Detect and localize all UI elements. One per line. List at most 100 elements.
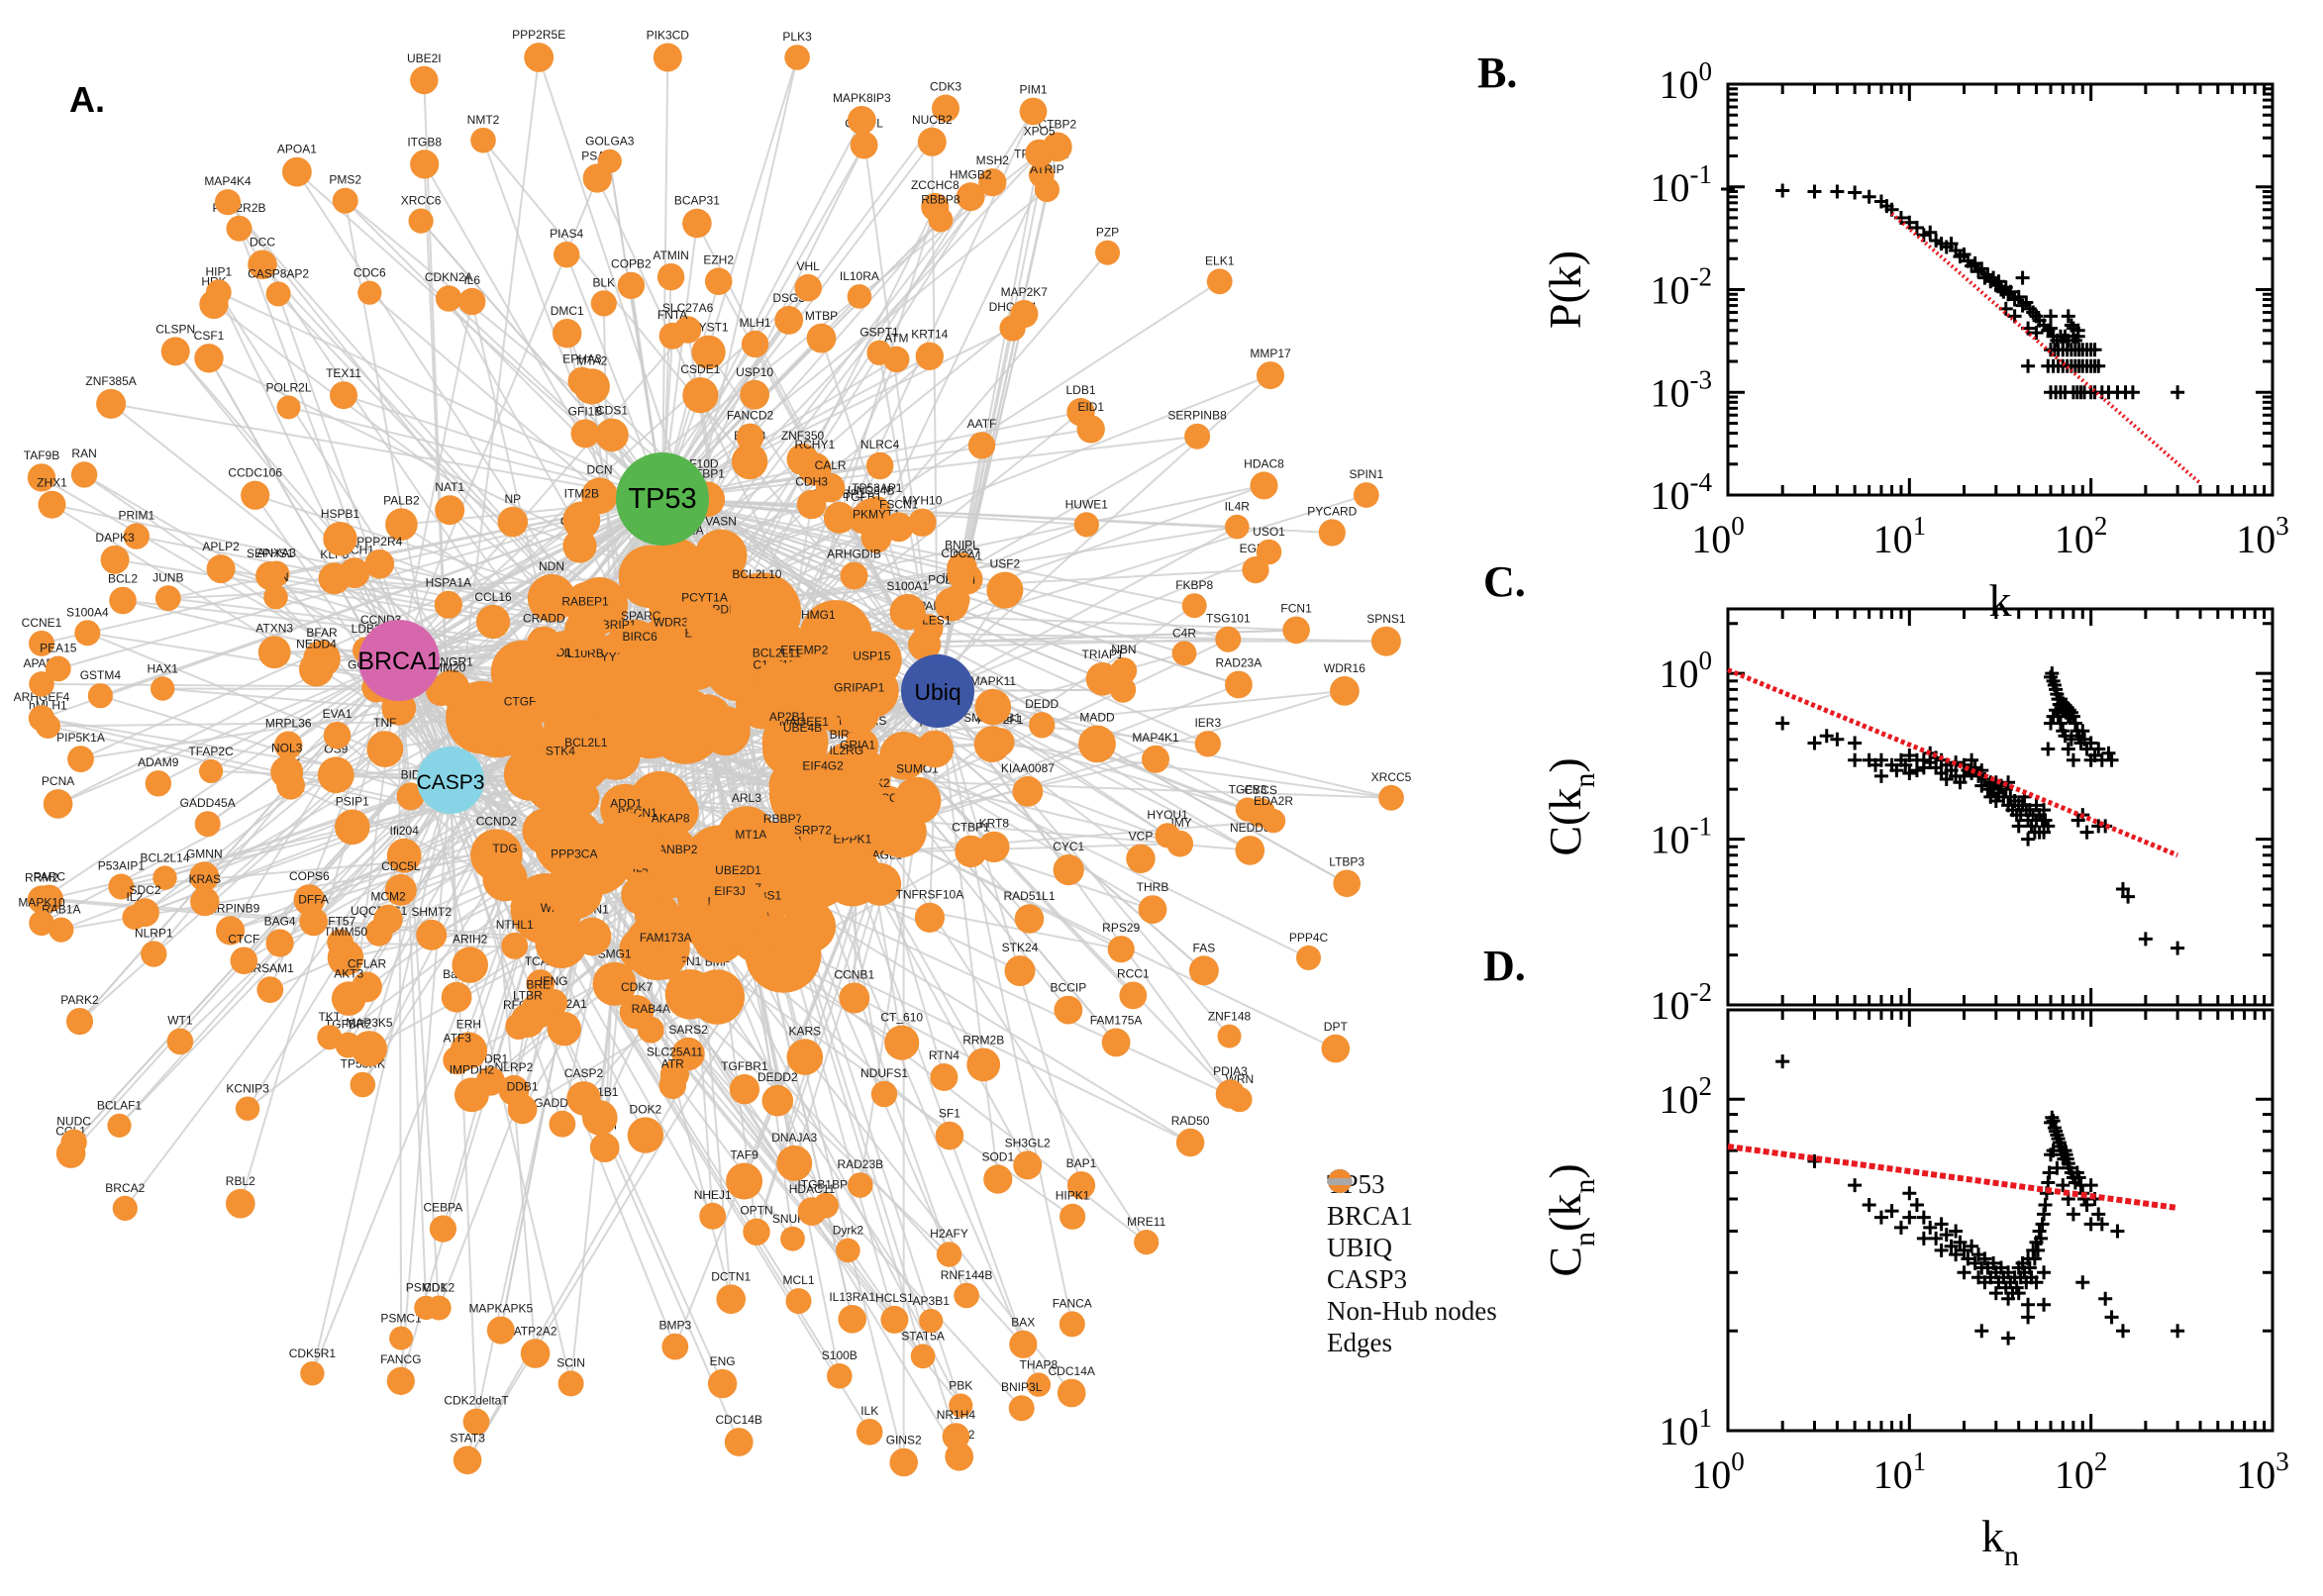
node-label: ATP2A2: [514, 1324, 557, 1338]
non-hub-node: [648, 945, 683, 980]
non-hub-node: [410, 150, 440, 179]
node-label: DAPK3: [95, 531, 135, 545]
non-hub-node: [248, 249, 277, 280]
non-hub-node: [941, 585, 970, 615]
non-hub-node: [462, 1408, 490, 1436]
node-label: RNF144B: [941, 1268, 993, 1282]
node-label: SPIN1: [1349, 467, 1383, 481]
scatter-points: [1775, 666, 2185, 955]
non-hub-node: [910, 1344, 936, 1369]
node-label: KCNIP3: [226, 1082, 269, 1096]
node-label: TAF9: [730, 1148, 758, 1162]
node-label: RANBP2: [650, 843, 697, 856]
non-hub-node: [865, 451, 894, 480]
node-label: POLR2L: [265, 380, 311, 394]
non-hub-node: [276, 395, 301, 420]
non-hub-node: [29, 910, 54, 937]
non-hub-node: [774, 306, 804, 335]
non-hub-node: [1184, 423, 1211, 449]
non-hub-node: [1378, 784, 1404, 811]
non-hub-node: [915, 342, 944, 370]
non-hub-node: [1217, 1024, 1242, 1048]
node-label: GSTM4: [80, 668, 122, 682]
node-label: S100A4: [66, 605, 109, 619]
node-label: SCIN: [556, 1355, 585, 1369]
non-hub-node: [691, 335, 726, 369]
non-hub-node: [1004, 955, 1036, 987]
node-label: PZP: [1096, 226, 1119, 240]
legend-item-casp3: CASP3: [1327, 1169, 1497, 1295]
non-hub-node: [112, 1195, 138, 1221]
node-label: CDC27: [941, 547, 980, 560]
non-hub-node: [330, 381, 357, 410]
non-hub-node: [241, 480, 270, 510]
node-label: USP10: [736, 365, 773, 379]
node-label: SEPHS1: [247, 547, 294, 560]
non-hub-node: [955, 835, 987, 868]
non-hub-node: [592, 961, 637, 1006]
y-tick-label: 101: [1660, 1403, 1713, 1453]
node-label: H2AFY: [930, 1227, 968, 1241]
x-tick-label: 103: [2236, 511, 2289, 561]
non-hub-node: [35, 884, 63, 913]
plot-frame: [1726, 1008, 2274, 1433]
non-hub-node: [1225, 670, 1253, 699]
node-label: CEBPA: [424, 1200, 463, 1214]
non-hub-node: [100, 545, 130, 574]
node-label: PPP4C: [1289, 931, 1329, 945]
edge-line-icon: [1327, 1178, 1353, 1185]
node-label: ATF3: [443, 1031, 471, 1045]
node-label: PBK: [949, 1379, 972, 1393]
node-label: CSDE1: [680, 362, 720, 376]
node-label: RAB1A: [42, 903, 80, 917]
non-hub-node: [954, 1282, 979, 1309]
non-hub-node: [716, 1284, 746, 1314]
node-label: CYC1: [1053, 840, 1084, 853]
y-tick-label: 10-2: [1651, 977, 1713, 1028]
non-hub-node: [386, 838, 422, 873]
node-label: HYOU1: [1147, 808, 1188, 822]
x-tick-label: 100: [1691, 511, 1745, 561]
non-hub-node: [758, 660, 795, 697]
non-hub-node: [299, 907, 328, 937]
non-hub-node: [1019, 97, 1048, 126]
power-law-fit-line: [1890, 212, 2202, 485]
node-label: PARK2: [60, 993, 99, 1007]
node-label: ELK1: [1205, 253, 1235, 267]
node-label: LTBP3: [1329, 855, 1364, 869]
non-hub-node: [350, 1071, 376, 1098]
node-label: ARHGEF4: [14, 690, 70, 704]
non-hub-node: [323, 722, 352, 749]
node-label: TRIAP1: [1081, 648, 1123, 661]
node-label: TAF9B: [24, 449, 59, 462]
node-label: BCL2L11: [753, 646, 801, 659]
non-hub-node: [815, 472, 846, 503]
non-hub-node: [880, 1305, 909, 1334]
non-hub-node: [651, 787, 699, 836]
non-hub-node: [475, 604, 511, 640]
node-label: MAP4K4: [204, 174, 252, 188]
non-hub-node: [123, 523, 150, 549]
y-tick-label: 100: [1660, 56, 1713, 107]
legend-label: Non-Hub nodes: [1327, 1295, 1497, 1326]
node-label: IL13RA1: [829, 1290, 875, 1304]
non-hub-node: [1242, 556, 1269, 584]
non-hub-node: [839, 982, 870, 1014]
panel-a-label: A.: [69, 79, 105, 120]
node-label: C4R: [1172, 626, 1196, 640]
non-hub-node: [740, 379, 769, 410]
axis-ticks: [1726, 1010, 2274, 1433]
legend-item-ubiq: UBIQ: [1327, 1169, 1497, 1263]
node-label: BRCA2: [105, 1181, 145, 1195]
node-label: DCC: [250, 236, 275, 249]
non-hub-node: [545, 861, 603, 920]
non-hub-node: [893, 776, 942, 825]
non-hub-node: [983, 1164, 1013, 1194]
node-label: OPTN: [740, 1204, 772, 1218]
node-label: MYH10: [902, 494, 942, 508]
node-label: AATF: [967, 417, 997, 431]
node-label: STAT5A: [901, 1329, 945, 1343]
non-hub-node: [822, 847, 882, 907]
node-label: PARC: [34, 870, 66, 884]
